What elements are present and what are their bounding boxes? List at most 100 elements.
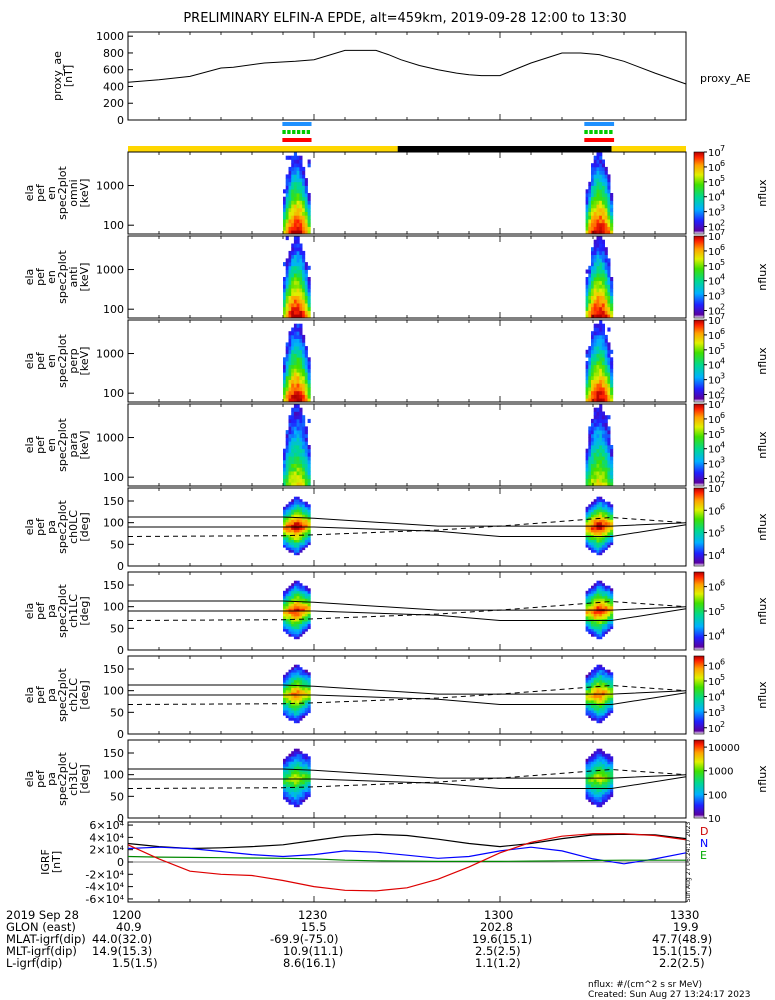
spec-perp-cell <box>601 334 605 339</box>
pa-ch0-cell <box>307 539 311 543</box>
spec-para-ztick-exp-2: 4 <box>720 441 725 450</box>
pa-ch2-cell <box>296 705 300 708</box>
pa-ch2-cell <box>596 707 600 711</box>
spec-anti-cell <box>604 273 608 278</box>
spec-omni-cell <box>601 226 605 231</box>
pa-ch1-cell <box>283 611 287 614</box>
pa-ch1-cell <box>296 611 300 614</box>
spec-perp-cell <box>304 387 308 392</box>
spec-omni-cell <box>307 211 311 216</box>
spec-omni-cell <box>293 211 297 216</box>
spec-perp-cell <box>610 379 614 384</box>
pa-ch2-cell <box>296 692 300 696</box>
pa-ch1-cell <box>599 628 603 632</box>
spec-para-cell <box>601 437 605 442</box>
pa-ch1-cell <box>585 623 589 627</box>
pa-ch2-cell <box>607 697 611 701</box>
pa-ch3-cell <box>296 781 300 785</box>
pa-ch1-cell <box>596 603 600 607</box>
spec-para-cell <box>285 482 289 487</box>
spec-perp-cell <box>288 390 292 395</box>
spec-para-cell <box>291 448 295 453</box>
spec-omni-ztick-exp-1: 3 <box>720 204 725 213</box>
pa-ch1-cell <box>288 598 292 602</box>
spec-anti-cell <box>296 310 300 315</box>
pa-ch0-cell <box>601 529 605 533</box>
pa-ch2-cell <box>585 697 589 701</box>
spec-anti-cell <box>599 254 603 259</box>
spec-anti-cell <box>302 250 306 255</box>
pa-ch3-cell <box>601 784 605 787</box>
pa-ch1-cell <box>596 588 600 592</box>
pa-ch0-cell <box>293 524 297 528</box>
pa-ch0-cell <box>302 537 306 540</box>
spec-para-cell <box>607 463 611 468</box>
pa-ch2-cell <box>307 674 311 678</box>
pa-ch3-cell <box>288 771 292 775</box>
pa-ch3-cell <box>293 776 297 780</box>
pa-ch3-cell <box>591 758 595 762</box>
spec-para-cell <box>302 426 306 431</box>
pa-ch3-cell <box>291 789 295 792</box>
spec-omni-cell <box>285 155 289 160</box>
pa-ch0-cell <box>302 539 306 543</box>
pa-ch3-cell <box>599 773 603 777</box>
pa-ch3-cell <box>296 794 300 798</box>
pa-ch0-ytick-label-1: 100 <box>103 517 124 530</box>
pa-ch3-cell <box>283 763 287 767</box>
pa-ch1-cell <box>596 616 600 619</box>
spec-para-cell <box>291 415 295 420</box>
spec-anti-cell <box>607 291 611 296</box>
pa-ch0-cell <box>588 506 592 510</box>
spec-anti-cell <box>285 280 289 285</box>
pa-ch2-cell <box>593 679 597 683</box>
proxy-ae-frame <box>127 31 687 121</box>
pa-ch0-cell <box>283 506 287 510</box>
pa-ch0-cell <box>283 509 287 513</box>
pa-ch3-cell <box>302 753 306 757</box>
pa-ch1-ytick-label-0: 150 <box>103 579 124 592</box>
pa-ch0-cell <box>596 552 600 556</box>
pa-ch3-cell <box>607 789 611 792</box>
pa-ch3-cell <box>604 756 608 760</box>
spec-omni-cell <box>604 226 608 231</box>
spec-para-cell <box>304 471 308 476</box>
pa-ch0-cell <box>285 537 289 540</box>
spec-para-cell <box>288 482 292 487</box>
spec-para-cell <box>593 422 597 427</box>
spec-para-cell <box>604 456 608 461</box>
spec-omni-cell <box>601 185 605 190</box>
pa-ch1-cell <box>604 616 608 619</box>
pa-ch1-cell <box>304 595 308 599</box>
pa-ch1-cell <box>299 618 303 622</box>
pa-ch3-ytick-label-2: 50 <box>110 790 124 803</box>
spec-perp-cell <box>588 383 592 388</box>
spec-para-cell <box>588 482 592 487</box>
pa-ch2-cell <box>596 674 600 678</box>
spec-omni-cell <box>596 196 600 201</box>
spec-perp-cell <box>285 387 289 392</box>
pa-ch1-cell <box>596 593 600 597</box>
pa-ch2-cell <box>307 705 311 708</box>
pa-ch0-cell <box>591 511 595 515</box>
pa-ch0-cell <box>296 509 300 513</box>
pa-ch3-cell <box>285 771 289 775</box>
pa-ch1-cell <box>610 600 614 604</box>
pa-ch1-cell <box>291 626 295 630</box>
spec-omni-cell <box>293 204 297 209</box>
spec-omni-cell <box>585 196 589 201</box>
spec-anti-cell <box>596 277 600 282</box>
pa-ch2-cell <box>296 669 300 673</box>
spec-omni-cell <box>593 226 597 231</box>
pa-ch2-cell <box>304 682 308 686</box>
spec-omni-cell <box>302 200 306 205</box>
pa-ch0-cell <box>299 509 303 513</box>
pa-ch2-cell <box>591 677 595 681</box>
spec-perp-cell <box>593 353 597 358</box>
spec-perp-cell <box>302 394 306 399</box>
spec-perp-cell <box>604 368 608 373</box>
spec-perp-cell <box>604 398 608 403</box>
spec-omni-cell <box>291 174 295 179</box>
spec-perp-cell <box>307 357 311 362</box>
spec-omni-cell <box>601 230 605 235</box>
